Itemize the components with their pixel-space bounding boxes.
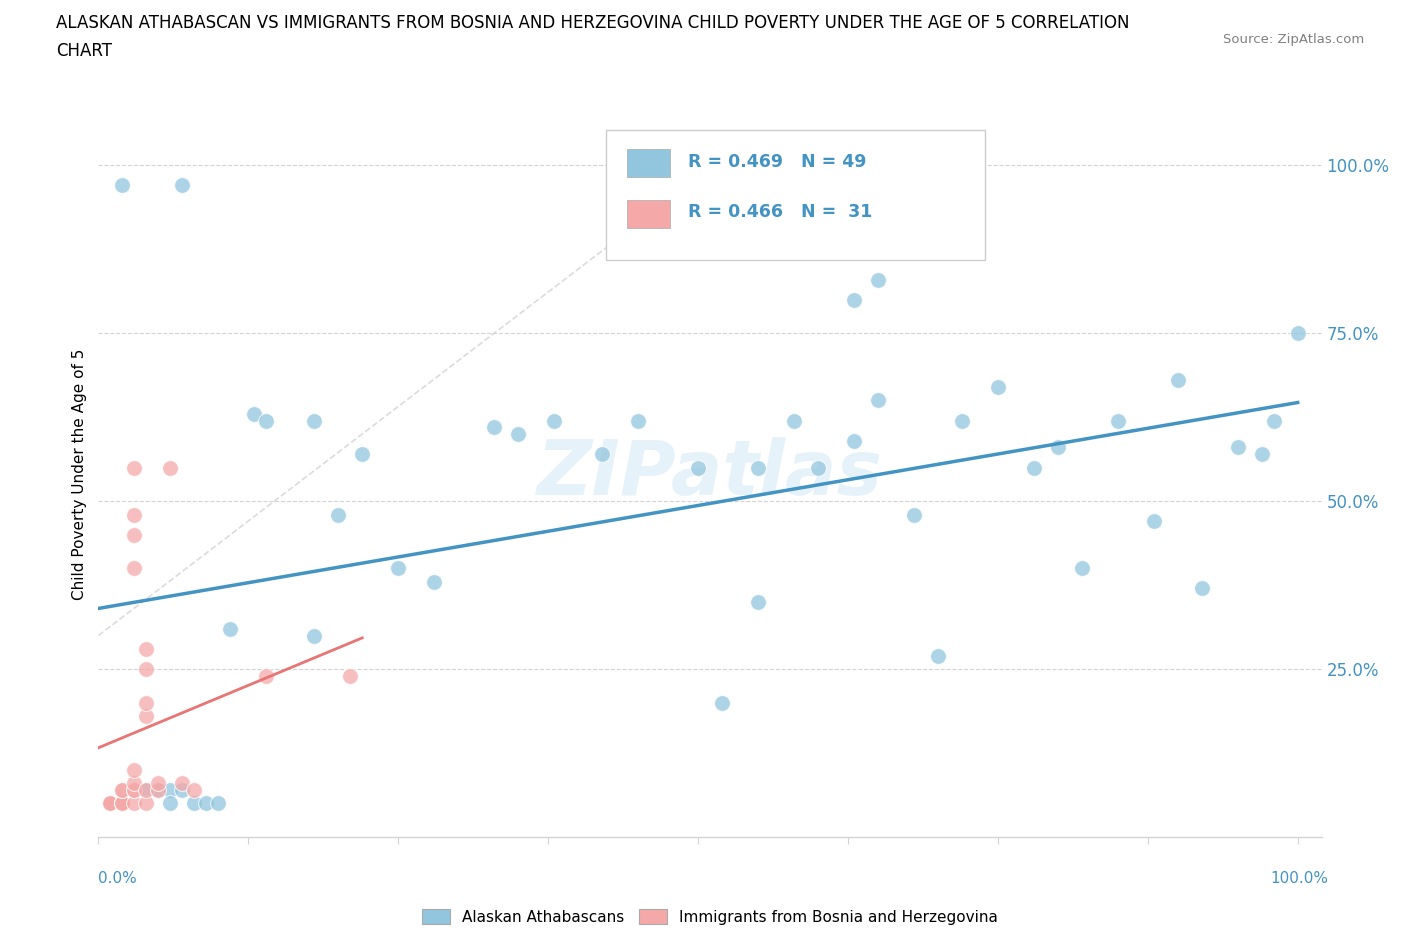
- Point: [124, 527, 146, 542]
- Point: [135, 782, 157, 797]
- Point: [950, 413, 973, 428]
- Point: [866, 393, 889, 408]
- Point: [423, 575, 446, 590]
- Point: [124, 796, 146, 811]
- Text: CHART: CHART: [56, 42, 112, 60]
- Point: [387, 561, 409, 576]
- Point: [987, 379, 1010, 394]
- Point: [866, 272, 889, 287]
- Point: [254, 669, 277, 684]
- Point: [1250, 446, 1272, 461]
- Point: [304, 628, 326, 643]
- Point: [304, 413, 326, 428]
- Point: [148, 782, 170, 797]
- Point: [1167, 373, 1189, 388]
- Point: [1191, 581, 1213, 596]
- Point: [135, 696, 157, 711]
- Point: [207, 796, 229, 811]
- Point: [195, 796, 218, 811]
- Point: [747, 594, 769, 609]
- Text: R = 0.466   N =  31: R = 0.466 N = 31: [688, 204, 872, 221]
- Point: [159, 782, 181, 797]
- Text: R = 0.469   N = 49: R = 0.469 N = 49: [688, 153, 866, 170]
- Text: ALASKAN ATHABASCAN VS IMMIGRANTS FROM BOSNIA AND HERZEGOVINA CHILD POVERTY UNDER: ALASKAN ATHABASCAN VS IMMIGRANTS FROM BO…: [56, 14, 1130, 32]
- Point: [1143, 514, 1166, 529]
- Point: [1046, 440, 1069, 455]
- Point: [508, 427, 530, 442]
- Point: [135, 661, 157, 676]
- Point: [124, 460, 146, 475]
- Point: [124, 782, 146, 797]
- Point: [100, 796, 122, 811]
- Point: [100, 796, 122, 811]
- Text: Source: ZipAtlas.com: Source: ZipAtlas.com: [1223, 33, 1364, 46]
- Point: [903, 507, 925, 522]
- Point: [111, 782, 134, 797]
- Point: [1022, 460, 1045, 475]
- Point: [747, 460, 769, 475]
- Point: [111, 796, 134, 811]
- Point: [159, 460, 181, 475]
- Legend: Alaskan Athabascans, Immigrants from Bosnia and Herzegovina: Alaskan Athabascans, Immigrants from Bos…: [416, 903, 1004, 930]
- FancyBboxPatch shape: [606, 130, 986, 260]
- Point: [328, 507, 350, 522]
- Point: [124, 763, 146, 777]
- Point: [711, 696, 734, 711]
- Point: [159, 796, 181, 811]
- Point: [124, 507, 146, 522]
- Point: [124, 782, 146, 797]
- Point: [543, 413, 565, 428]
- Point: [111, 782, 134, 797]
- Point: [100, 796, 122, 811]
- Point: [183, 796, 205, 811]
- Point: [172, 782, 194, 797]
- Text: 100.0%: 100.0%: [1271, 871, 1329, 886]
- Point: [172, 776, 194, 790]
- Point: [842, 292, 865, 307]
- Text: ZIPatlas: ZIPatlas: [537, 437, 883, 512]
- Point: [627, 413, 650, 428]
- Point: [183, 782, 205, 797]
- Point: [135, 709, 157, 724]
- Point: [254, 413, 277, 428]
- Point: [135, 796, 157, 811]
- Point: [124, 561, 146, 576]
- Point: [111, 796, 134, 811]
- Point: [172, 178, 194, 193]
- Point: [591, 446, 613, 461]
- Text: 0.0%: 0.0%: [98, 871, 138, 886]
- Point: [842, 433, 865, 448]
- Point: [111, 178, 134, 193]
- Point: [135, 782, 157, 797]
- Point: [482, 419, 505, 434]
- Point: [1107, 413, 1129, 428]
- Point: [124, 776, 146, 790]
- Point: [148, 782, 170, 797]
- Point: [1070, 561, 1092, 576]
- Point: [352, 446, 374, 461]
- Point: [243, 406, 266, 421]
- Bar: [627, 150, 669, 177]
- Bar: [627, 200, 669, 228]
- Point: [1226, 440, 1249, 455]
- Point: [219, 621, 242, 636]
- Point: [1286, 326, 1309, 340]
- Y-axis label: Child Poverty Under the Age of 5: Child Poverty Under the Age of 5: [72, 349, 87, 600]
- Point: [148, 776, 170, 790]
- Point: [686, 460, 709, 475]
- Point: [111, 796, 134, 811]
- Point: [135, 642, 157, 657]
- Point: [807, 460, 830, 475]
- Point: [111, 796, 134, 811]
- Point: [927, 648, 949, 663]
- Point: [783, 413, 806, 428]
- Point: [339, 669, 361, 684]
- Point: [1263, 413, 1285, 428]
